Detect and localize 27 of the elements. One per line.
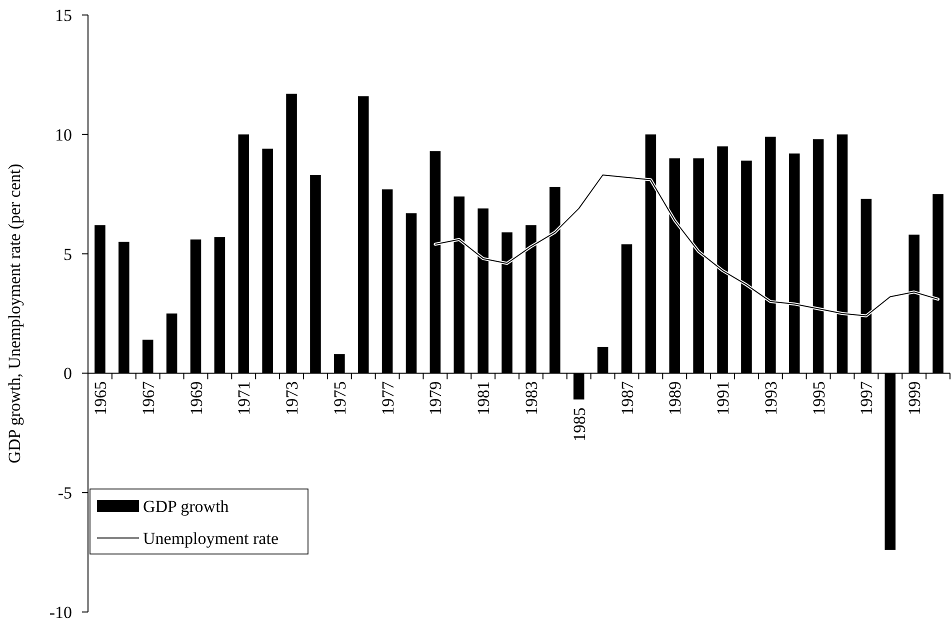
x-tick-label: 1979 [426,381,446,416]
x-tick-label: 1981 [474,381,494,416]
x-tick-label: 1973 [282,381,302,416]
y-tick-label: 0 [64,364,72,384]
y-tick-label: 10 [55,125,72,144]
y-tick-label: -5 [58,484,72,503]
y-axis-title: GDP growth, Unemployment rate (per cent) [5,164,24,464]
x-tick-label: 1995 [809,381,828,416]
legend-label: GDP growth [143,496,230,516]
x-tick-label: 1987 [618,380,637,416]
x-tick-label: 1997 [857,380,876,416]
x-tick-label: 1993 [761,381,780,416]
x-tick-label: 1967 [138,380,158,416]
y-tick-label: 15 [55,6,72,25]
x-tick-label: 1999 [905,381,924,416]
x-tick-label: 1975 [330,381,350,416]
x-tick-label: 1989 [666,381,685,416]
x-tick-label: 1971 [234,381,254,416]
legend-label: Unemployment rate [143,528,278,548]
x-tick-label: 1969 [186,381,206,416]
x-tick-label: 1965 [90,381,110,416]
y-tick-label: -10 [49,602,72,622]
y-tick-label: 5 [64,244,72,264]
x-tick-label: 1977 [378,380,398,416]
x-tick-label: 1985 [570,407,589,442]
x-tick-label: 1991 [714,381,733,416]
x-tick-label: 1983 [522,381,541,416]
